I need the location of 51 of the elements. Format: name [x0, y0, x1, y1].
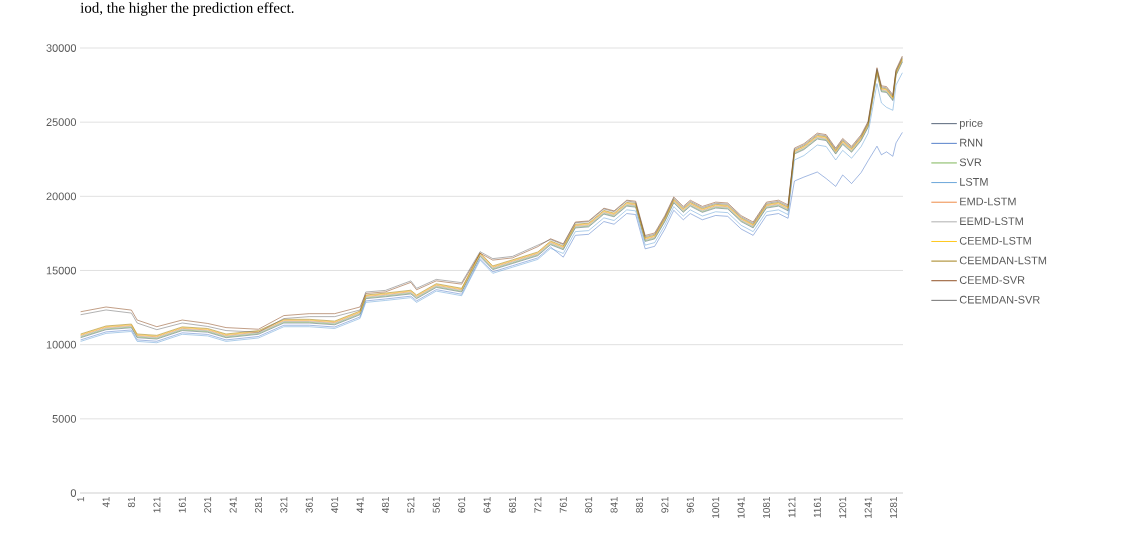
legend-label: RNN [960, 138, 983, 147]
x-tick-label: 321 [280, 497, 288, 513]
y-tick-label: 10000 [46, 340, 77, 349]
x-tick-label: 1121 [788, 497, 796, 518]
x-tick-label: 841 [610, 497, 618, 513]
y-tick-label: 25000 [46, 118, 77, 127]
text: iod, the higher the prediction effect. [80, 2, 294, 16]
x-tick-label: 521 [407, 497, 415, 513]
x-tick-label: 201 [204, 497, 212, 513]
x-tick-label: 41 [102, 497, 110, 508]
x-tick-label: 961 [686, 497, 694, 513]
x-tick-label: 441 [356, 497, 364, 513]
x-tick-label: 1 [77, 497, 85, 502]
legend-label: EEMD-LSTM [960, 217, 1023, 226]
x-tick-label: 761 [559, 497, 567, 513]
y-tick-label: 20000 [46, 192, 77, 201]
x-tick-label: 1161 [813, 497, 821, 518]
x-tick-label: 1281 [889, 497, 898, 518]
x-tick-label: 1241 [864, 497, 872, 518]
x-tick-label: 121 [153, 497, 161, 513]
x-tick-label: 1081 [762, 497, 770, 518]
x-tick-label: 401 [331, 497, 339, 513]
legend-label: EMD-LSTM [960, 197, 1016, 206]
x-tick-label: 161 [178, 497, 186, 513]
x-tick-label: 1001 [712, 497, 720, 518]
x-tick-label: 681 [508, 497, 516, 513]
legend-label: CEEMD-LSTM [959, 236, 1031, 245]
x-tick-label: 881 [635, 497, 643, 513]
x-tick-label: 1201 [839, 497, 847, 518]
legend-label: SVR [959, 158, 982, 167]
x-tick-label: 361 [305, 497, 313, 513]
x-tick-label: 721 [534, 497, 542, 513]
x-tick-label: 601 [458, 497, 466, 513]
legend-label: CEEMD-SVR [959, 276, 1025, 284]
y-tick-label: 0 [70, 489, 77, 497]
legend-label: CEEMDAN-SVR [959, 295, 1040, 304]
x-tick-label: 481 [381, 497, 389, 513]
x-tick-label: 1041 [737, 497, 745, 518]
x-tick-label: 241 [229, 497, 237, 513]
x-tick-label: 281 [254, 497, 262, 513]
legend-label: CEEMDAN-LSTM [959, 256, 1047, 265]
y-tick-label: 30000 [46, 44, 77, 52]
y-tick-label: 15000 [46, 266, 77, 275]
x-tick-label: 921 [661, 497, 669, 513]
y-tick-label: 5000 [52, 414, 77, 423]
x-tick-label: 81 [127, 497, 135, 508]
legend-label: LSTM [960, 178, 988, 186]
x-tick-label: 561 [432, 497, 440, 513]
legend-label: price [959, 118, 983, 130]
x-tick-label: 641 [483, 497, 491, 513]
x-tick-label: 801 [585, 497, 593, 513]
